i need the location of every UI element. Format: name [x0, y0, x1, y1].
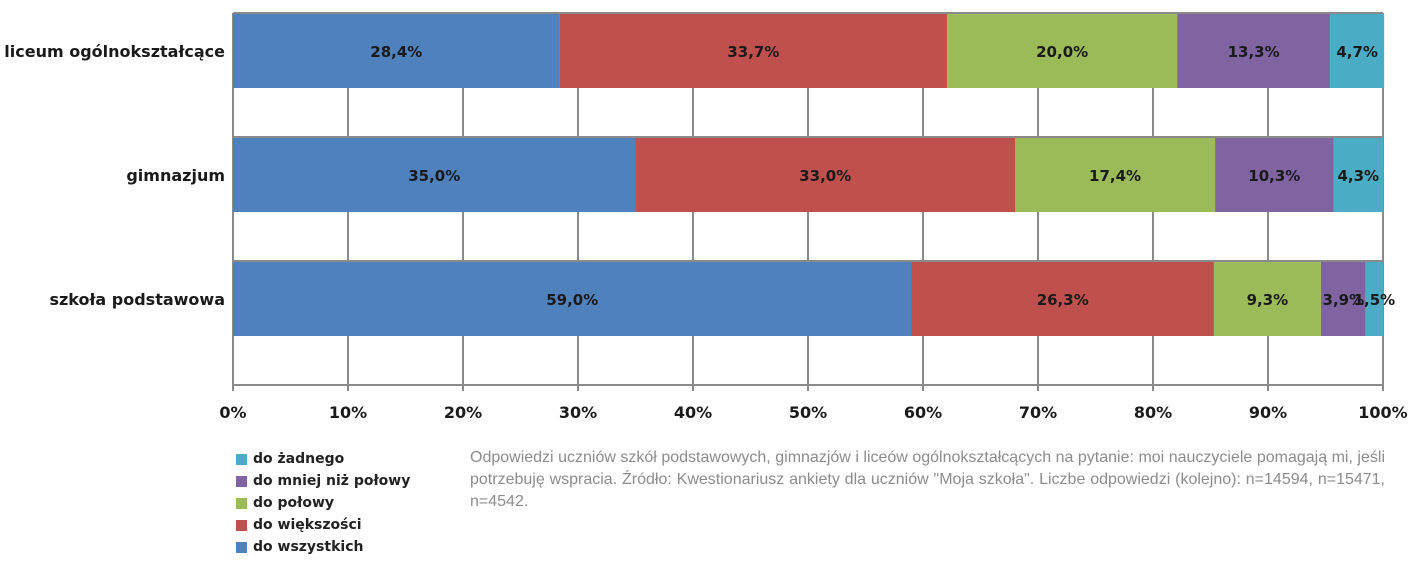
- legend-label: do połowy: [253, 495, 335, 511]
- x-axis: 0% 10% 20% 30% 40% 50% 60% 70% 80% 90% 100%: [219, 384, 1408, 422]
- bar-segment: [233, 262, 912, 336]
- x-tick-label: 60%: [904, 403, 942, 422]
- data-label: 59,0%: [546, 291, 598, 309]
- data-label: 4,3%: [1337, 167, 1379, 185]
- category-label: liceum ogólnokształcące: [4, 42, 225, 61]
- x-tick-label: 90%: [1249, 403, 1287, 422]
- bars: 28,4% 33,7% 20,0% 13,3% 4,7% 35,0% 33,0% 17,4% 1…: [233, 14, 1395, 336]
- bar-segment: [1333, 138, 1383, 212]
- data-label: 35,0%: [408, 167, 460, 185]
- bar-segment: [1177, 14, 1331, 88]
- data-label: 33,0%: [799, 167, 851, 185]
- legend-item-half: do połowy: [236, 492, 456, 514]
- data-label: 26,3%: [1037, 291, 1089, 309]
- bar-segment: [635, 138, 1015, 212]
- x-tick-label: 20%: [444, 403, 482, 422]
- bar-segment: [911, 262, 1214, 336]
- bar-segment: [1213, 262, 1321, 336]
- x-tick-label: 40%: [674, 403, 712, 422]
- legend-swatch: [236, 497, 247, 509]
- x-tick-label: 80%: [1134, 403, 1172, 422]
- data-label: 33,7%: [727, 43, 779, 61]
- legend-swatch: [236, 453, 247, 465]
- category-labels: liceum ogólnokształcące gimnazjum szkoła p…: [4, 42, 225, 309]
- bar-segment: [1330, 14, 1385, 88]
- data-label: 20,0%: [1036, 43, 1088, 61]
- category-label: szkoła podstawowa: [49, 290, 225, 309]
- data-label: 13,3%: [1228, 43, 1280, 61]
- legend-item-most: do większości: [236, 514, 456, 536]
- x-tick-label: 0%: [219, 403, 246, 422]
- legend: do żadnego do mniej niż połowy do połowy…: [236, 448, 456, 558]
- bar-segment: [233, 138, 636, 212]
- legend-swatch: [236, 519, 247, 531]
- bar-segment: [1365, 262, 1383, 336]
- legend-swatch: [236, 475, 247, 487]
- legend-label: do większości: [253, 517, 362, 533]
- bar-segment: [1320, 262, 1366, 336]
- data-label: 1,5%: [1354, 291, 1396, 309]
- x-tick-label: 100%: [1358, 403, 1407, 422]
- x-tick-label: 70%: [1019, 403, 1057, 422]
- x-tick-label: 50%: [789, 403, 827, 422]
- legend-item-none: do żadnego: [236, 448, 456, 470]
- data-label: 9,3%: [1247, 291, 1289, 309]
- data-label: 10,3%: [1248, 167, 1300, 185]
- x-tick-label: 10%: [329, 403, 367, 422]
- x-tick-label: 30%: [559, 403, 597, 422]
- category-label: gimnazjum: [126, 166, 225, 185]
- legend-swatch: [236, 541, 247, 553]
- data-label: 28,4%: [370, 43, 422, 61]
- stacked-bar-chart: 28,4% 33,7% 20,0% 13,3% 4,7% 35,0% 33,0% 17,4% 1…: [4, 12, 1408, 422]
- figure-caption: Odpowiedzi uczniów szkół podstawowych, g…: [470, 449, 1385, 510]
- legend-item-all: do wszystkich: [236, 536, 456, 558]
- data-label: 3,9%: [1323, 291, 1365, 309]
- legend-label: do wszystkich: [253, 539, 364, 555]
- legend-label: do żadnego: [253, 451, 345, 467]
- data-label: 4,7%: [1336, 43, 1378, 61]
- bar-segment: [1215, 138, 1334, 212]
- legend-item-less-than-half: do mniej niż połowy: [236, 470, 456, 492]
- bar-segment: [1015, 138, 1216, 212]
- data-label: 17,4%: [1089, 167, 1141, 185]
- bar-segment: [559, 14, 948, 88]
- bar-segment: [233, 14, 560, 88]
- legend-label: do mniej niż połowy: [253, 473, 411, 489]
- bar-segment: [947, 14, 1178, 88]
